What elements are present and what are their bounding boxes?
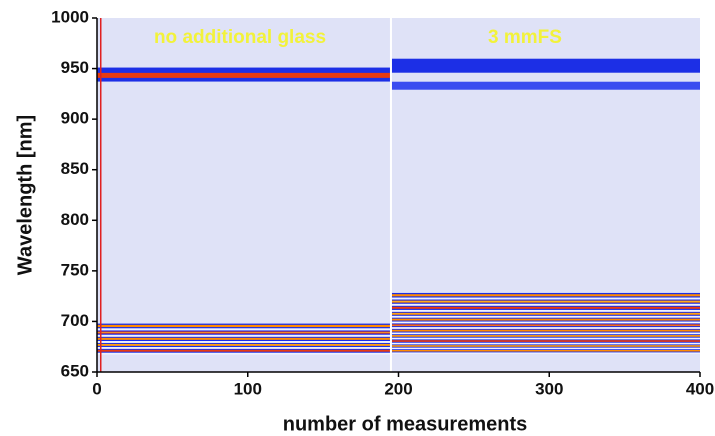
fringe-gap <box>390 337 700 340</box>
y-tick-label: 900 <box>61 109 89 128</box>
fringe <box>97 349 391 352</box>
fringe <box>390 335 700 337</box>
sep <box>389 18 392 372</box>
y-tick-label: 850 <box>61 159 89 178</box>
fringe <box>390 306 700 309</box>
fringe-gap <box>390 327 700 329</box>
fringe-gap <box>390 352 700 354</box>
y-tick-label: 800 <box>61 210 89 229</box>
annotation: no additional glass <box>154 27 326 48</box>
heatmap <box>97 18 700 372</box>
fringe <box>97 72 391 78</box>
x-tick-label: 200 <box>384 379 412 398</box>
fringe <box>97 332 391 333</box>
fringe <box>97 337 391 340</box>
fringe <box>390 329 700 332</box>
fringe-gap <box>390 315 700 318</box>
y-tick-label: 650 <box>61 361 89 380</box>
fringe-gap <box>97 328 391 331</box>
x-tick-label: 300 <box>535 379 563 398</box>
fringe <box>390 340 700 342</box>
x-axis-label: number of measurements <box>283 413 528 435</box>
fringe <box>390 345 700 347</box>
fringe <box>97 324 391 328</box>
y-tick-label: 950 <box>61 58 89 77</box>
fringe <box>390 313 700 315</box>
fringe <box>97 344 391 346</box>
fringe-gap <box>390 297 700 300</box>
fringe-gap <box>390 309 700 312</box>
fringe-gap <box>97 341 391 343</box>
x-tick-label: 0 <box>92 379 101 398</box>
fringe-gap <box>390 303 700 306</box>
fringe-gap <box>390 342 700 345</box>
x-tick-label: 400 <box>686 379 714 398</box>
y-axis-label: Wavelength [nm] <box>14 115 36 275</box>
fringe <box>390 81 700 90</box>
fringe <box>390 58 700 73</box>
annotation: 3 mmFS <box>488 27 562 48</box>
fringe-gap <box>97 352 391 355</box>
fringe-gap <box>97 347 391 349</box>
fringe-gap <box>390 332 700 335</box>
fringe <box>390 294 700 297</box>
fringe-gap <box>97 334 391 337</box>
fringe <box>390 301 700 303</box>
fringe <box>390 349 700 352</box>
fringe-gap <box>390 347 700 350</box>
y-tick-label: 700 <box>61 311 89 330</box>
fringe-gap <box>390 321 700 324</box>
marker-line <box>100 18 102 372</box>
fringe <box>390 324 700 326</box>
y-tick-label: 1000 <box>51 7 89 26</box>
fringe <box>390 318 700 321</box>
y-tick-label: 750 <box>61 260 89 279</box>
x-tick-label: 100 <box>234 379 262 398</box>
